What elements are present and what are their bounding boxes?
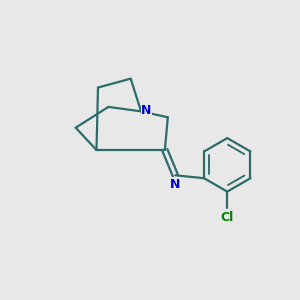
Text: N: N (170, 178, 181, 191)
Text: N: N (141, 104, 152, 117)
Text: Cl: Cl (221, 211, 234, 224)
